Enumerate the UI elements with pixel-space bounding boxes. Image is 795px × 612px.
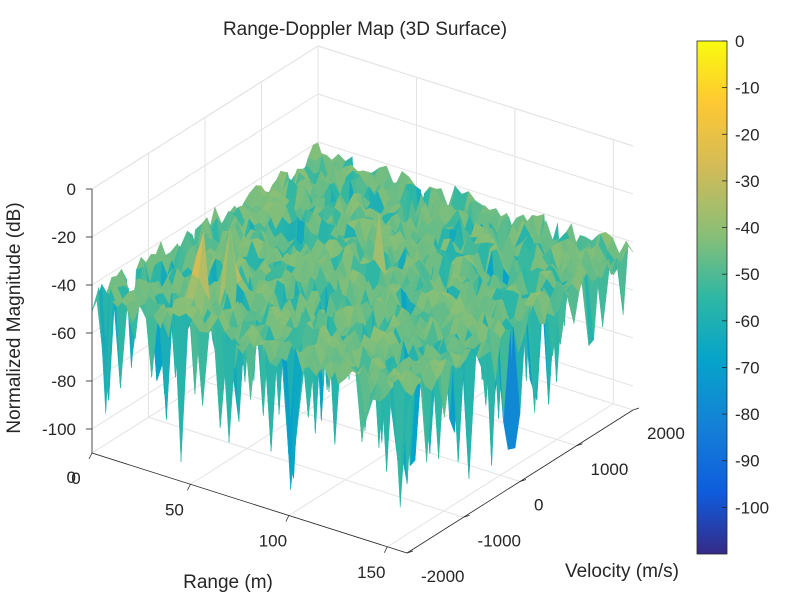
z-axis-label: Normalized Magnitude (dB) (4, 202, 25, 433)
floor-gridline (148, 416, 464, 518)
x-tick-label: 100 (259, 532, 287, 551)
x-tick (88, 452, 93, 460)
z-floor-label: 0 (67, 468, 76, 487)
x-tick (285, 515, 290, 522)
y-tick-label: 1000 (591, 460, 629, 479)
surface-mesh (91, 142, 634, 508)
y-tick (519, 479, 527, 482)
y-tick (632, 407, 640, 411)
colorbar-tick-label: -50 (735, 265, 760, 284)
y-tick (406, 550, 414, 554)
colorbar-ticks: 0 -10 -20 -30 -40 -50 -60 -70 -80 -90 -100 (722, 32, 769, 517)
z-tick-label: -40 (51, 276, 76, 295)
box-edge (317, 45, 634, 147)
colorbar-tick-label: -70 (735, 358, 760, 377)
y-tick (463, 514, 470, 518)
x-tick-label: 0 (71, 469, 80, 488)
z-tick-label: -20 (51, 228, 76, 247)
colorbar-tick-label: -10 (735, 79, 760, 98)
x-axis-line (91, 452, 408, 554)
box-edge (91, 45, 319, 190)
colorbar-tick-label: -20 (735, 125, 760, 144)
colorbar-tick-label: -100 (735, 498, 769, 517)
x-axis-label: Range (m) (183, 572, 273, 593)
y-axis-label: Velocity (m/s) (565, 561, 679, 582)
colorbar-tick-label: 0 (735, 32, 744, 51)
y-tick-label: 0 (534, 496, 543, 515)
z-tick-label: -80 (51, 372, 76, 391)
wall-gridline (317, 93, 634, 195)
y-tick-label: -2000 (421, 567, 464, 586)
colorbar-tick-label: -60 (735, 312, 760, 331)
colorbar-tick-label: -30 (735, 172, 760, 191)
colorbar-tick-label: -80 (735, 405, 760, 424)
colorbar (696, 40, 728, 555)
wall-gridline (317, 141, 634, 243)
colorbar-tick-label: -90 (735, 452, 760, 471)
y-tick-label: -1000 (478, 531, 521, 550)
colorbar-tick-label: -40 (735, 219, 760, 238)
wall-gridline (91, 93, 319, 238)
x-tick (383, 546, 388, 553)
z-tick-label: -60 (51, 324, 76, 343)
y-tick (576, 443, 583, 447)
x-tick (187, 484, 191, 491)
wall-gridline (91, 141, 319, 286)
x-tick-label: 50 (165, 500, 184, 519)
x-tick-label: 150 (357, 563, 385, 582)
chart-title: Range-Doppler Map (3D Surface) (223, 19, 507, 40)
y-tick-label: 2000 (647, 424, 685, 443)
surface-patch (400, 391, 413, 508)
z-tick-label: -100 (42, 420, 76, 439)
z-tick-label: 0 (67, 180, 76, 199)
